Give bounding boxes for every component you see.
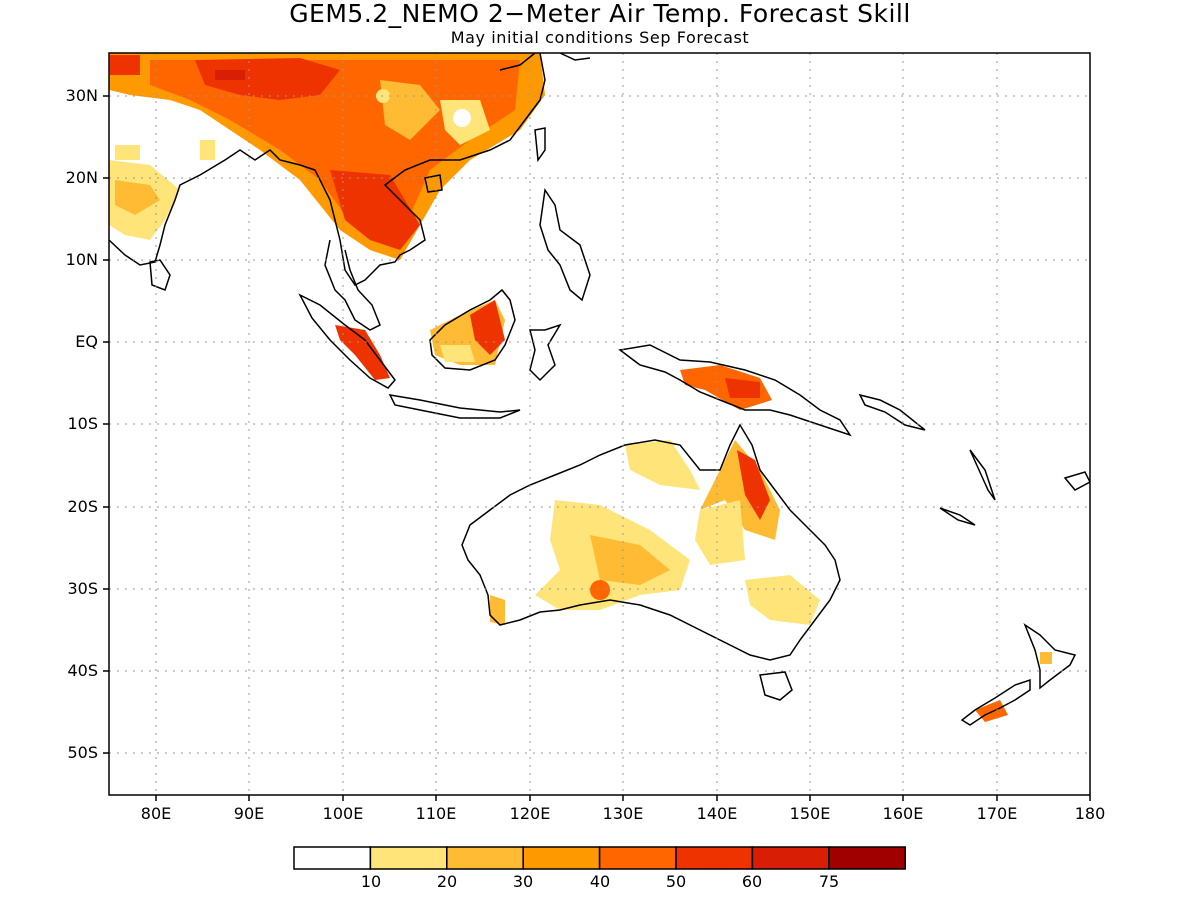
colorbar-label-40: 40 (589, 872, 611, 891)
lat-label-20n: 20N (65, 168, 98, 187)
lat-label-30s: 30S (67, 579, 98, 598)
colorbar-segment (522, 846, 601, 870)
colorbar-segment (446, 846, 524, 870)
colorbar-label-50: 50 (665, 872, 687, 891)
map-subtitle: May initial conditions Sep Forecast (450, 28, 750, 47)
colorbar-segment (369, 846, 448, 870)
lon-label-100e: 100E (322, 804, 364, 823)
lon-label-90e: 90E (233, 804, 265, 823)
lon-label-150e: 150E (789, 804, 831, 823)
lon-label-110e: 110E (415, 804, 457, 823)
colorbar-label-60: 60 (741, 872, 763, 891)
lat-label-30n: 30N (65, 86, 98, 105)
colorbar-label-30: 30 (512, 872, 534, 891)
colorbar (293, 846, 906, 870)
lon-label-130e: 130E (602, 804, 644, 823)
lat-label-40s: 40S (67, 661, 98, 680)
colorbar-label-20: 20 (436, 872, 458, 891)
axis-ticks (103, 95, 1091, 801)
lat-label-20s: 20S (67, 497, 98, 516)
lon-label-160e: 160E (882, 804, 924, 823)
map-title: GEM5.2_NEMO 2−Meter Air Temp. Forecast S… (289, 0, 911, 28)
lat-label-10n: 10N (65, 250, 98, 269)
lon-label-170e: 170E (976, 804, 1018, 823)
colorbar-segment (293, 846, 372, 870)
lon-label-120e: 120E (509, 804, 551, 823)
colorbar-label-10: 10 (360, 872, 382, 891)
lat-label-50s: 50S (67, 743, 98, 762)
lon-label-80e: 80E (140, 804, 172, 823)
lat-label-eq: EQ (75, 332, 98, 351)
lon-label-180: 180 (1074, 804, 1106, 823)
lat-label-10s: 10S (67, 414, 98, 433)
colorbar-segment (751, 846, 830, 870)
lon-label-140e: 140E (696, 804, 738, 823)
colorbar-segment (675, 846, 754, 870)
skill-shading (109, 53, 1052, 722)
colorbar-segment (598, 846, 677, 870)
coastlines (109, 53, 1090, 726)
colorbar-segment (828, 846, 906, 870)
graticule (109, 53, 1090, 795)
colorbar-label-75: 75 (818, 872, 840, 891)
